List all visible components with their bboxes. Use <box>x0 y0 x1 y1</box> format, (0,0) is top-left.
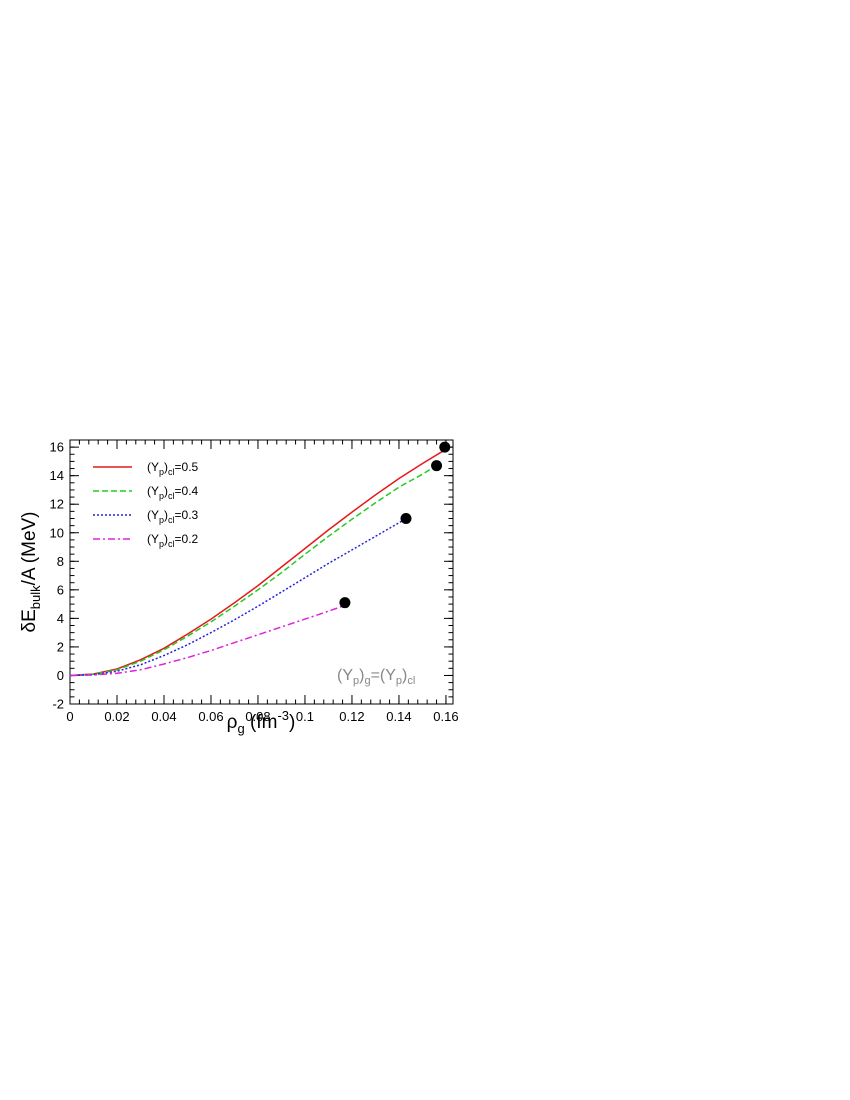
tick-labels: 0 0.02 0.04 0.06 0.08 0.1 0.12 0.14 0.16-2024681… <box>50 440 459 724</box>
legend: (Yp)cl=0.5 (Yp)cl=0.4 (Yp)cl=0.3 (Yp)cl=0.2 <box>93 460 199 549</box>
y-tick-label: 0 <box>57 668 64 683</box>
legend-label-0.3: (Yp)cl=0.3 <box>147 508 199 525</box>
legend-label-0.5: (Yp)cl=0.5 <box>147 460 199 477</box>
y-tick-label: 2 <box>57 639 64 654</box>
series-line-0.2 <box>69 605 343 677</box>
annotation-equal-yp: (Yp)g=(Yp)cl <box>337 667 415 687</box>
series-lines <box>69 450 444 677</box>
y-tick-label: 10 <box>50 525 64 540</box>
x-axis-title: ρg (fm-3) <box>227 708 296 736</box>
endpoint-marker-0.4 <box>431 460 443 472</box>
x-tick-label: 0.16 <box>433 709 458 724</box>
series-line-0.5 <box>69 450 444 677</box>
x-tick-label: 0 <box>66 709 73 724</box>
series-endpoints <box>339 441 451 609</box>
y-tick-label: 4 <box>57 611 64 626</box>
y-tick-label: 16 <box>50 440 64 455</box>
legend-label-0.4: (Yp)cl=0.4 <box>147 484 199 501</box>
y-tick-label: 14 <box>50 468 64 483</box>
y-tick-label: -2 <box>52 697 64 712</box>
y-tick-label: 12 <box>50 497 64 512</box>
endpoint-marker-0.2 <box>339 597 351 609</box>
y-tick-label: 8 <box>57 554 64 569</box>
x-tick-label: 0.06 <box>198 709 223 724</box>
endpoint-marker-0.5 <box>439 441 451 453</box>
plot-frame <box>69 439 454 705</box>
series-line-0.4 <box>69 466 435 677</box>
y-tick-label: 6 <box>57 582 64 597</box>
series-line-0.3 <box>69 519 405 677</box>
x-tick-label: 0.14 <box>386 709 411 724</box>
y-axis-title: δEbulk/A (MeV) <box>19 511 43 632</box>
x-tick-label: 0.1 <box>296 709 314 724</box>
x-tick-label: 0.02 <box>104 709 129 724</box>
x-tick-label: 0.08 <box>245 709 270 724</box>
endpoint-marker-0.3 <box>400 512 412 524</box>
legend-label-0.2: (Yp)cl=0.2 <box>147 532 199 549</box>
x-tick-label: 0.04 <box>151 709 176 724</box>
x-tick-label: 0.12 <box>339 709 364 724</box>
axis-ticks <box>69 439 453 705</box>
